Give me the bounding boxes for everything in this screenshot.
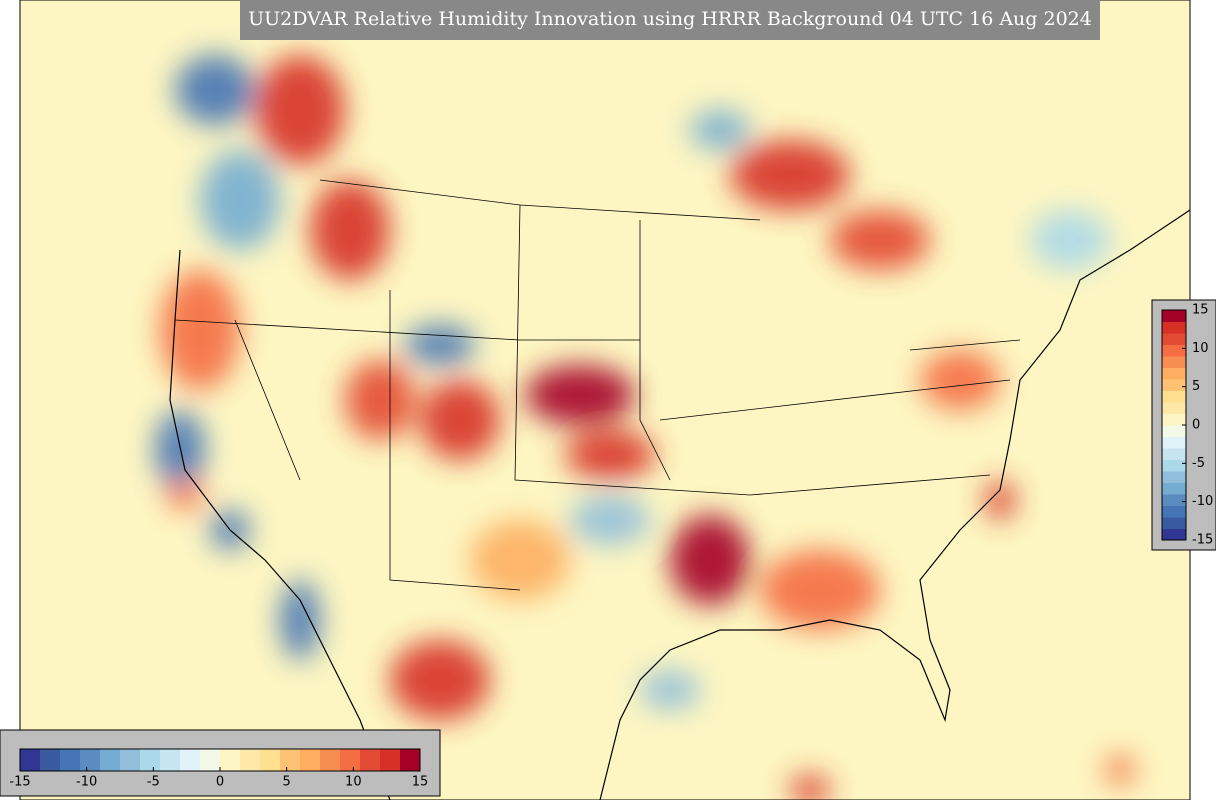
colorbar-segment (1162, 310, 1186, 322)
colorbar-segment (300, 749, 321, 771)
colorbar-segment (240, 749, 261, 771)
colorbar-segment (1162, 425, 1186, 437)
colorbar-segment (120, 749, 141, 771)
colorbar-segment (1162, 505, 1186, 518)
colorbar-tick-label: -15 (1192, 533, 1213, 548)
colorbar-segment (1162, 390, 1186, 403)
colorbar-segment (140, 749, 161, 771)
colorbar-segment (1162, 333, 1186, 345)
colorbar-segment (360, 749, 381, 771)
colorbar-segment (100, 749, 121, 771)
colorbar-segment (1162, 344, 1186, 357)
colorbar-segment (1162, 356, 1186, 368)
colorbar-tick-label: -5 (147, 775, 160, 790)
colorbar-tick-label: 5 (283, 775, 291, 790)
colorbar-segment (1162, 517, 1186, 529)
colorbar-segment (60, 749, 81, 771)
colorbar-segment (20, 749, 41, 771)
colorbar-segment (1162, 379, 1186, 391)
colorbar-segment (1162, 448, 1186, 460)
map-field (20, 0, 1190, 800)
colorbar-segment (400, 749, 421, 771)
colorbar-tick-label: 10 (345, 775, 362, 790)
colorbar-tick-label: 0 (216, 775, 224, 790)
colorbar-segment (320, 749, 341, 771)
colorbar-tick-label: -10 (1192, 494, 1213, 509)
colorbar-tick-label: 5 (1192, 379, 1200, 394)
colorbar-segment (180, 749, 201, 771)
colorbar-segment (280, 749, 301, 771)
colorbar-tick-label: 10 (1192, 341, 1209, 356)
colorbar-tick-label: -10 (76, 775, 97, 790)
colorbar-segment (1162, 436, 1186, 449)
colorbar-segment (160, 749, 181, 771)
colorbar-segment (1162, 494, 1186, 506)
colorbar-segment (1162, 367, 1186, 380)
colorbar-segment (1162, 471, 1186, 483)
colorbar-segment (1162, 413, 1186, 426)
title-box (240, 0, 1100, 40)
colorbar-segment (1162, 402, 1186, 414)
colorbar-segment (1162, 528, 1186, 541)
colorbar-segment (380, 749, 401, 771)
colorbar-segment (1162, 482, 1186, 495)
title: UU2DVAR Relative Humidity Innovation usi… (248, 8, 1092, 30)
colorbar-segment (1162, 321, 1186, 334)
colorbar-segment (40, 749, 61, 771)
colorbar-tick-label: 15 (1192, 303, 1209, 318)
colorbar-tick-label: 0 (1192, 418, 1200, 433)
colorbar-segment (1162, 459, 1186, 472)
colorbar-segment (260, 749, 281, 771)
colorbar-tick-label: 15 (412, 775, 429, 790)
colorbar-segment (340, 749, 361, 771)
colorbar-tick-label: -5 (1192, 456, 1205, 471)
colorbar-segment (220, 749, 241, 771)
colorbar-segment (200, 749, 221, 771)
colorbar-tick-label: -15 (9, 775, 30, 790)
colorbar-segment (80, 749, 101, 771)
